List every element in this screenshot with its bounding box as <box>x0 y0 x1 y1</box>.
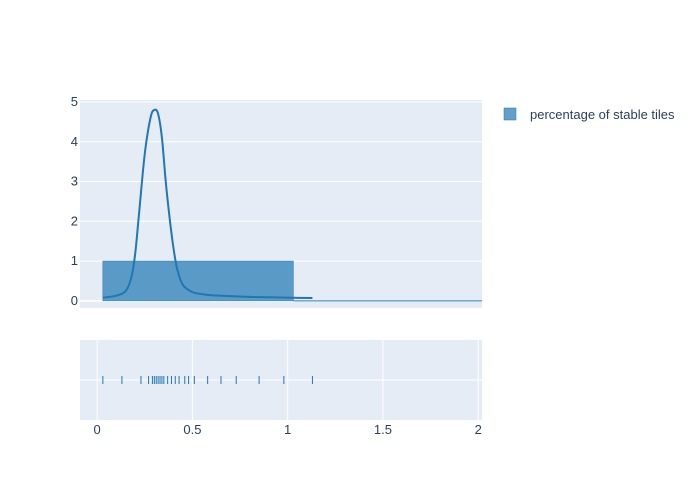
main-plot: 0 1 2 3 4 5 <box>71 94 482 308</box>
x-tick-label: 1 <box>284 422 291 437</box>
y-tick-labels: 0 1 2 3 4 5 <box>71 94 78 308</box>
legend-label[interactable]: percentage of stable tiles <box>530 107 675 122</box>
y-tick-label: 2 <box>71 213 78 228</box>
x-tick-label: 0.5 <box>183 422 201 437</box>
kde-line <box>102 108 313 300</box>
rug-gridlines <box>80 340 482 420</box>
y-tick-label: 1 <box>71 253 78 268</box>
x-tick-label: 2 <box>475 422 482 437</box>
y-tick-label: 3 <box>71 174 78 189</box>
y-tick-label: 5 <box>71 94 78 109</box>
x-tick-label: 0 <box>94 422 101 437</box>
histogram-bar <box>102 260 294 302</box>
legend-swatch[interactable] <box>503 107 517 121</box>
rug-plot: 0 0.5 1 1.5 2 <box>80 340 482 437</box>
y-tick-label: 0 <box>71 293 78 308</box>
x-tick-label: 1.5 <box>374 422 392 437</box>
legend[interactable]: percentage of stable tiles <box>503 107 675 122</box>
x-tick-labels: 0 0.5 1 1.5 2 <box>94 422 482 437</box>
kde-curve <box>102 108 313 300</box>
y-tick-label: 4 <box>71 134 78 149</box>
rug-marks <box>102 376 313 384</box>
